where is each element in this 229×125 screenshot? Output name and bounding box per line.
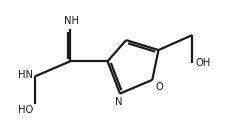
Text: O: O <box>155 82 162 92</box>
Text: OH: OH <box>194 58 209 68</box>
Text: HO: HO <box>18 106 33 116</box>
Text: HN: HN <box>18 70 33 80</box>
Text: NH: NH <box>64 16 79 26</box>
Text: N: N <box>114 96 122 106</box>
